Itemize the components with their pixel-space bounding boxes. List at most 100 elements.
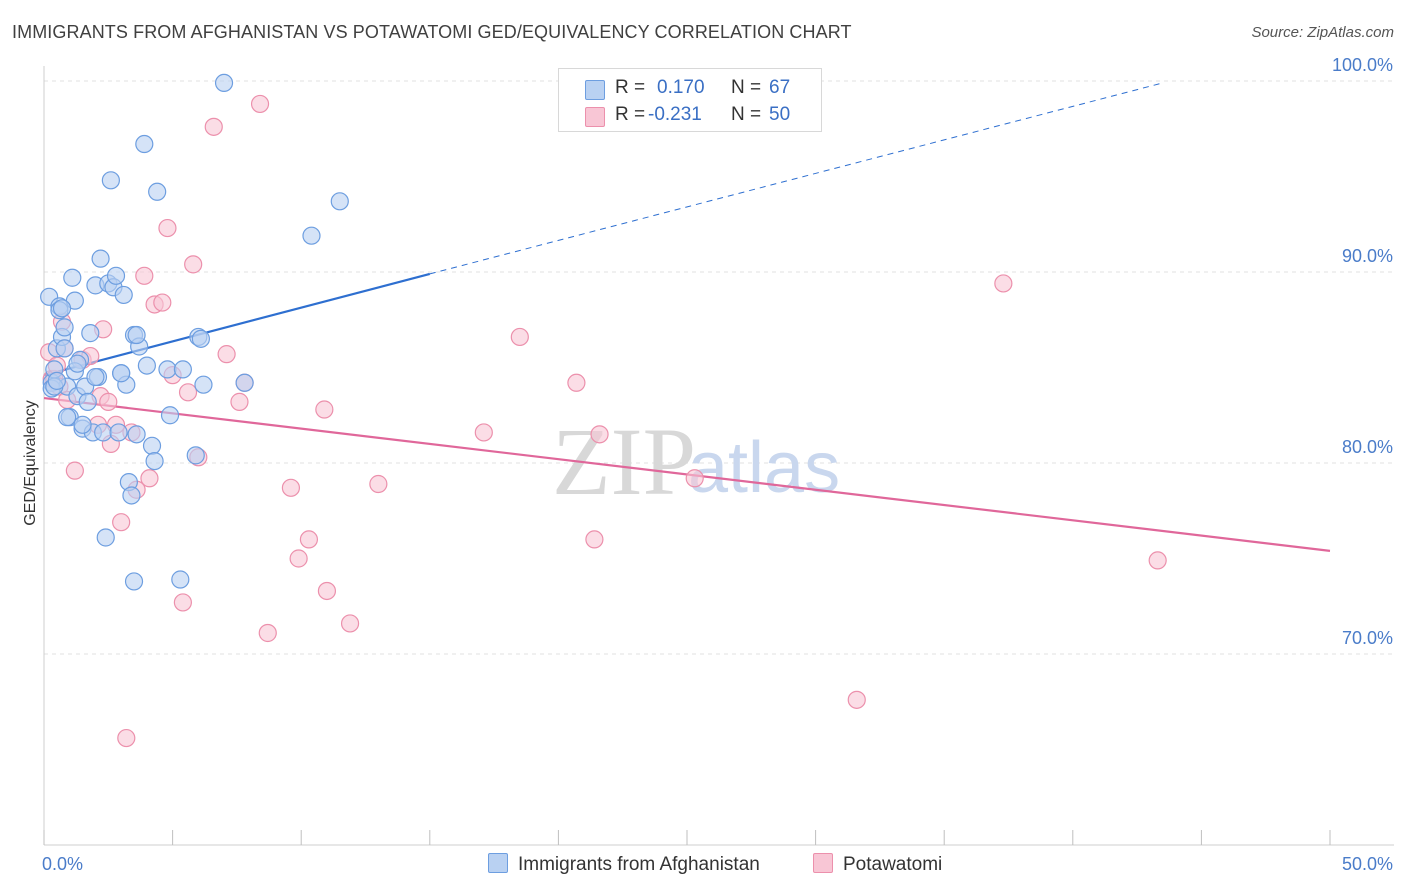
afghanistan-point — [58, 408, 77, 427]
afghanistan-point — [142, 436, 162, 455]
potawatomi-point — [250, 94, 270, 114]
potawatomi-point — [117, 728, 136, 748]
n-label: N = — [731, 104, 762, 125]
x-tick-label: 0.0% — [42, 854, 83, 874]
potawatomi-point — [173, 593, 192, 612]
pink-swatch — [585, 107, 605, 127]
afghanistan-point — [94, 423, 113, 442]
potawatomi-point — [99, 392, 118, 411]
potawatomi-point — [178, 383, 198, 402]
potawatomi-point — [315, 400, 334, 419]
potawatomi-point — [567, 373, 586, 392]
r-label: R = — [615, 104, 646, 125]
afghanistan-point — [148, 182, 167, 201]
afghanistan-trend-extension — [429, 82, 1163, 275]
potawatomi-point — [317, 581, 337, 601]
afghanistan-point — [302, 226, 321, 245]
potawatomi-point — [217, 345, 236, 364]
afghanistan-point — [106, 266, 126, 285]
legend-label: Immigrants from Afghanistan — [518, 854, 760, 875]
afghanistan-trend-line — [43, 272, 431, 377]
afghanistan-point — [81, 324, 100, 343]
afghanistan-point — [55, 339, 74, 358]
legend-item-potawatomi[interactable]: Potawatomi — [813, 853, 942, 876]
afghanistan-point — [109, 423, 128, 442]
afghanistan-point — [78, 392, 97, 411]
tick-labels: 70.0% 80.0% 90.0% 100.0% 0.0% 50.0% — [42, 55, 1393, 874]
source-note: Source: ZipAtlas.com — [1251, 24, 1394, 41]
afghanistan-point — [122, 486, 141, 505]
y-axis-label: GED/Equivalency — [22, 400, 39, 525]
y-tick-label: 100.0% — [1332, 55, 1393, 75]
afghanistan-point — [124, 572, 144, 591]
potawatomi-point — [369, 474, 388, 494]
potawatomi-point — [135, 266, 154, 285]
potawatomi-point — [112, 513, 131, 532]
x-tick-label: 50.0% — [1342, 854, 1393, 874]
chart-title: IMMIGRANTS FROM AFGHANISTAN VS POTAWATOM… — [12, 22, 852, 42]
y-tick-label: 90.0% — [1342, 246, 1393, 266]
afghanistan-point — [186, 446, 205, 465]
watermark-atlas: atlas — [688, 428, 840, 508]
afghanistan-point — [52, 299, 72, 318]
afghanistan-point — [235, 373, 254, 392]
afghanistan-point — [191, 329, 210, 348]
afghanistan-points — [40, 73, 349, 591]
potawatomi-point — [140, 469, 159, 488]
pink-swatch — [813, 853, 833, 873]
afghanistan-point — [330, 192, 349, 211]
afghanistan-point — [127, 425, 146, 444]
afghanistan-point — [114, 285, 133, 305]
potawatomi-point — [184, 255, 203, 274]
n-label: N = — [731, 77, 762, 98]
afghanistan-point — [63, 268, 82, 287]
legend-label: Potawatomi — [843, 854, 943, 875]
afghanistan-point — [47, 371, 66, 390]
afghanistan-point — [214, 73, 234, 93]
afghanistan-point — [194, 375, 213, 394]
potawatomi-point — [153, 293, 172, 312]
y-tick-label: 80.0% — [1342, 437, 1393, 457]
potawatomi-point — [1148, 551, 1167, 570]
potawatomi-point — [474, 423, 493, 442]
afghanistan-point — [96, 528, 115, 547]
afghanistan-point — [160, 406, 180, 425]
afghanistan-point — [158, 360, 177, 379]
blue-swatch — [585, 80, 605, 100]
r-label: R = — [615, 77, 646, 98]
r-value: 0.170 — [657, 77, 705, 98]
potawatomi-point — [299, 530, 319, 549]
afghanistan-point — [135, 134, 154, 154]
afghanistan-point — [86, 367, 105, 387]
potawatomi-point — [685, 469, 704, 488]
afghanistan-point — [171, 570, 190, 589]
afghanistan-point — [73, 415, 92, 434]
n-value: 67 — [769, 77, 791, 98]
afghanistan-point — [112, 364, 131, 383]
afghanistan-point — [101, 171, 120, 190]
afghanistan-point — [145, 451, 164, 471]
blue-swatch — [488, 853, 508, 873]
potawatomi-point — [281, 478, 301, 497]
correlation-legend: R = 0.170 N = 67 R = -0.231 N = 50 — [558, 68, 822, 132]
potawatomi-point — [204, 117, 223, 136]
y-tick-label: 70.0% — [1342, 628, 1393, 648]
afghanistan-point — [68, 354, 87, 373]
r-value: -0.231 — [648, 104, 702, 125]
potawatomi-point — [258, 623, 277, 643]
legend-item-afghanistan[interactable]: Immigrants from Afghanistan — [488, 853, 760, 876]
afghanistan-point — [137, 356, 156, 375]
potawatomi-point — [590, 425, 609, 444]
afghanistan-point — [55, 318, 74, 337]
potawatomi-point — [158, 218, 177, 238]
potawatomi-point — [847, 690, 866, 709]
potawatomi-point — [994, 274, 1013, 293]
potawatomi-point — [65, 461, 84, 480]
potawatomi-point — [230, 392, 249, 411]
grid-lines — [44, 80, 1394, 655]
potawatomi-point — [289, 549, 308, 568]
axes — [43, 66, 1394, 846]
n-value: 50 — [769, 104, 791, 125]
afghanistan-point — [127, 325, 146, 345]
